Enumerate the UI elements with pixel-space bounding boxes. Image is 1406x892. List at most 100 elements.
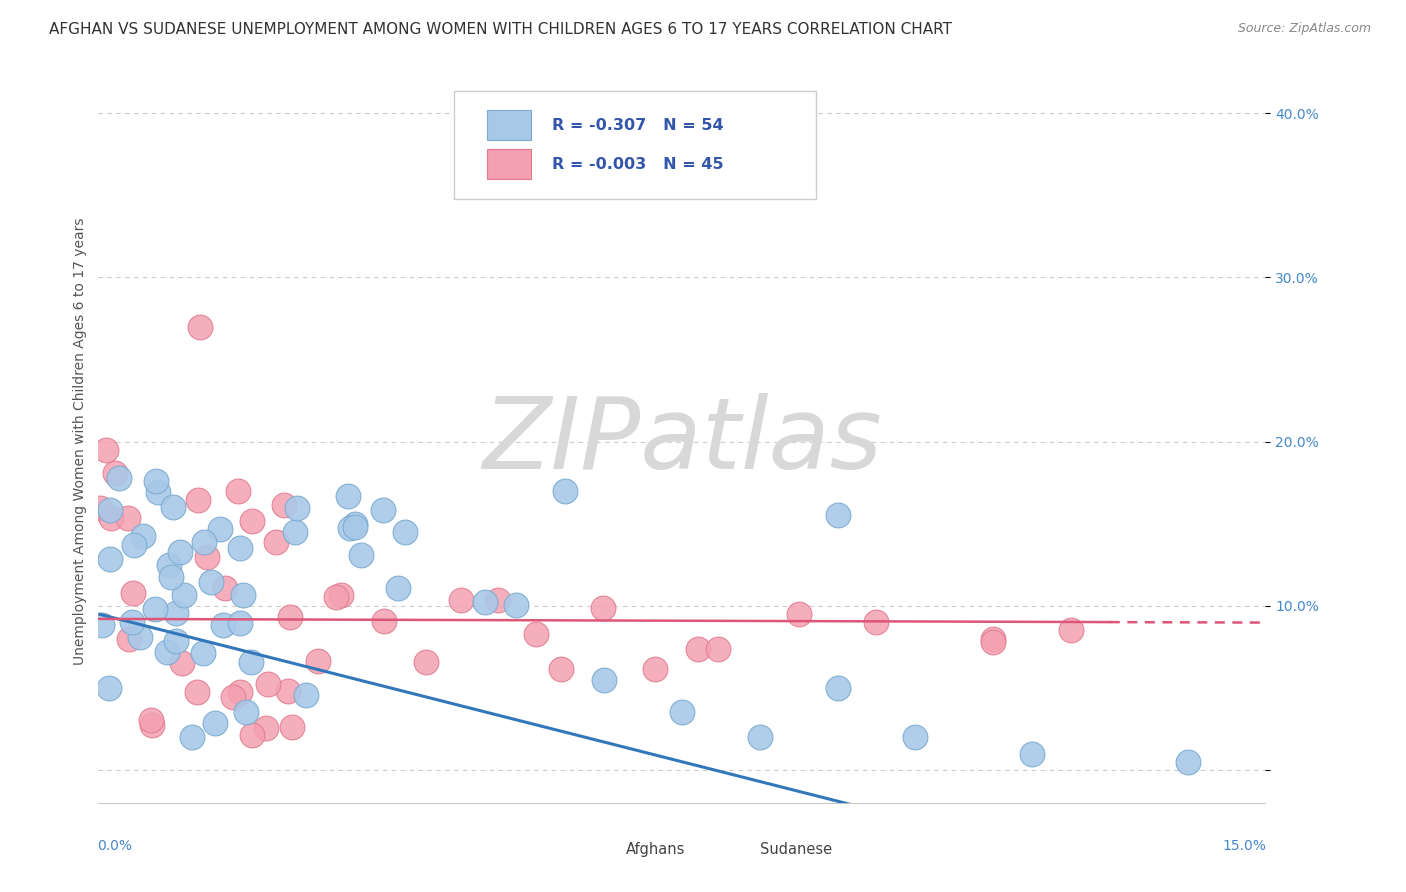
Text: R = -0.307   N = 54: R = -0.307 N = 54	[553, 118, 724, 133]
Text: 15.0%: 15.0%	[1223, 838, 1267, 853]
Point	[339, 521, 361, 535]
Point	[827, 681, 849, 695]
Point	[191, 647, 214, 661]
Point	[208, 522, 231, 536]
Point	[307, 654, 329, 668]
Point	[474, 595, 496, 609]
Point	[212, 618, 235, 632]
Text: Afghans: Afghans	[626, 841, 685, 856]
Point	[141, 718, 163, 732]
Point	[143, 602, 166, 616]
Point	[827, 508, 849, 523]
Point	[157, 558, 180, 573]
Point	[707, 641, 730, 656]
Point	[394, 524, 416, 539]
Point	[981, 635, 1004, 649]
Point	[121, 586, 143, 600]
Point	[264, 535, 287, 549]
Point	[98, 552, 121, 566]
Point	[221, 690, 243, 704]
Point	[121, 615, 143, 629]
Point	[145, 474, 167, 488]
Point	[981, 632, 1004, 646]
Point	[644, 662, 666, 676]
Point	[240, 514, 263, 528]
Point	[204, 715, 226, 730]
Point	[156, 645, 179, 659]
Text: Source: ZipAtlas.com: Source: ZipAtlas.com	[1237, 22, 1371, 36]
Point	[1060, 624, 1083, 638]
Point	[200, 574, 222, 589]
Text: R = -0.003   N = 45: R = -0.003 N = 45	[553, 157, 724, 171]
Point	[524, 627, 547, 641]
Point	[748, 730, 770, 744]
Point	[686, 642, 709, 657]
Bar	[486, 110, 531, 140]
Point	[257, 676, 280, 690]
Text: AFGHAN VS SUDANESE UNEMPLOYMENT AMONG WOMEN WITH CHILDREN AGES 6 TO 17 YEARS COR: AFGHAN VS SUDANESE UNEMPLOYMENT AMONG WO…	[49, 22, 952, 37]
Point	[122, 538, 145, 552]
Text: 0.0%: 0.0%	[97, 838, 132, 853]
Point	[450, 592, 472, 607]
Point	[371, 503, 394, 517]
Point	[118, 632, 141, 647]
Point	[103, 466, 125, 480]
Point	[139, 713, 162, 727]
Point	[91, 617, 114, 632]
Point	[117, 511, 139, 525]
Text: Sudanese: Sudanese	[761, 841, 832, 856]
Point	[165, 634, 187, 648]
Point	[232, 589, 254, 603]
Text: ZIPatlas: ZIPatlas	[482, 393, 882, 490]
Point	[97, 681, 120, 696]
Point	[239, 656, 262, 670]
Point	[229, 685, 252, 699]
Point	[344, 516, 367, 531]
Point	[336, 489, 359, 503]
Point	[505, 598, 527, 612]
Point	[240, 728, 263, 742]
Y-axis label: Unemployment Among Women with Children Ages 6 to 17 years: Unemployment Among Women with Children A…	[73, 218, 87, 665]
Point	[325, 590, 347, 604]
Point	[162, 500, 184, 515]
Point	[186, 684, 208, 698]
Point	[277, 684, 299, 698]
Point	[193, 535, 215, 549]
Point	[96, 442, 118, 457]
Point	[593, 673, 616, 687]
FancyBboxPatch shape	[454, 91, 815, 200]
Point	[329, 588, 352, 602]
Point	[187, 492, 209, 507]
Point	[865, 615, 887, 630]
Bar	[486, 149, 531, 179]
Point	[170, 656, 193, 670]
Point	[235, 705, 257, 719]
Point	[89, 501, 111, 516]
Point	[129, 630, 152, 644]
Point	[1177, 755, 1199, 769]
Point	[350, 548, 373, 562]
Point	[169, 545, 191, 559]
Point	[273, 498, 295, 512]
Point	[254, 721, 277, 735]
Point	[160, 569, 183, 583]
Point	[294, 688, 316, 702]
Point	[554, 483, 576, 498]
Point	[486, 593, 509, 607]
Point	[592, 601, 614, 615]
Bar	[589, 841, 614, 857]
Point	[173, 588, 195, 602]
Point	[214, 581, 236, 595]
Point	[98, 503, 121, 517]
Point	[146, 484, 169, 499]
Point	[671, 706, 693, 720]
Point	[108, 471, 131, 485]
Point	[132, 529, 155, 543]
Point	[1021, 747, 1043, 761]
Point	[228, 483, 250, 498]
Point	[180, 730, 202, 744]
Point	[904, 730, 927, 744]
Point	[100, 511, 122, 525]
Point	[415, 655, 437, 669]
Point	[284, 525, 307, 540]
